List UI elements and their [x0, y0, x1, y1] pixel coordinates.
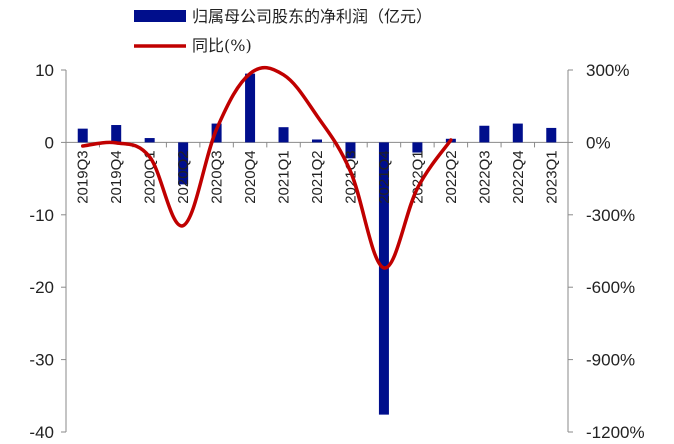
- right-tick-label: -300%: [586, 206, 635, 225]
- bar-2020Q2: [178, 142, 189, 185]
- category-label: 2020Q2: [175, 150, 192, 203]
- yoy-line: [80, 65, 453, 270]
- category-label: 2022Q2: [443, 150, 460, 203]
- category-label: 2020Q4: [242, 150, 259, 203]
- right-tick-label: -1200%: [586, 423, 645, 442]
- category-label: 2022Q3: [476, 150, 493, 203]
- bar-2020Q1: [144, 138, 155, 143]
- legend: 归属母公司股东的净利润（亿元） 同比(%): [134, 7, 432, 55]
- right-tick-label: -900%: [586, 351, 635, 370]
- left-tick-label: -20: [29, 278, 54, 297]
- category-labels: 2019Q3 2019Q4 2020Q1 2020Q2 2020Q3 2020Q4 2021…: [75, 150, 561, 203]
- category-label: 2021Q4: [376, 150, 393, 203]
- bar-2022Q3: [479, 125, 490, 143]
- right-tick-label: 300%: [586, 61, 629, 80]
- category-label: 2019Q3: [75, 150, 92, 203]
- bar-2022Q4: [512, 123, 523, 143]
- bar-2023Q1: [546, 127, 557, 143]
- bar-2019Q3: [77, 128, 88, 143]
- bar-series: [77, 73, 557, 415]
- category-label: 2021Q2: [309, 150, 326, 203]
- left-axis-ticks: 10 0 -10 -20 -30 -40: [29, 61, 66, 442]
- left-tick-label: 10: [35, 61, 54, 80]
- category-label: 2023Q1: [543, 150, 560, 203]
- line-series: [80, 65, 453, 270]
- legend-label-line: 同比(%): [192, 36, 252, 55]
- bar-2021Q1: [278, 127, 289, 143]
- bar-2020Q4: [245, 73, 256, 143]
- category-label: 2021Q1: [276, 150, 293, 203]
- left-tick-label: -30: [29, 351, 54, 370]
- right-tick-label: -600%: [586, 278, 635, 297]
- axes: [65, 70, 569, 432]
- bar-2021Q3: [345, 142, 356, 159]
- category-label: 2020Q3: [209, 150, 226, 203]
- right-axis-ticks: 300% 0% -300% -600% -900% -1200%: [568, 61, 645, 442]
- left-tick-label: 0: [45, 133, 54, 152]
- bar-2019Q4: [111, 125, 122, 143]
- left-tick-label: -10: [29, 206, 54, 225]
- left-tick-label: -40: [29, 423, 54, 442]
- right-tick-label: 0%: [586, 133, 611, 152]
- bar-2021Q2: [312, 139, 322, 143]
- bar-2021Q4: [378, 142, 389, 415]
- category-label: 2022Q1: [409, 150, 426, 203]
- legend-label-bar: 归属母公司股东的净利润（亿元）: [192, 7, 432, 26]
- category-label: 2019Q4: [108, 150, 125, 203]
- category-label: 2022Q4: [510, 150, 527, 203]
- bar-2022Q1: [412, 142, 423, 153]
- legend-swatch-bar: [134, 10, 186, 22]
